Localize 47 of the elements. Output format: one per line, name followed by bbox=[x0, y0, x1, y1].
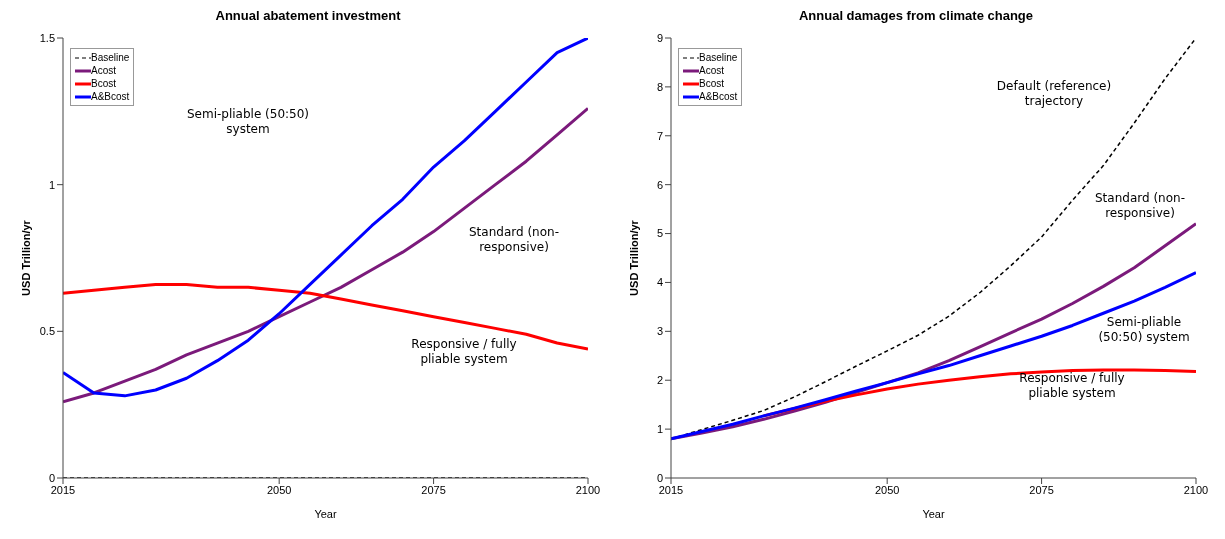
x-tick-label: 2100 bbox=[1183, 483, 1209, 496]
x-tick-label: 2015 bbox=[658, 483, 684, 496]
y-tick-label: 9 bbox=[656, 31, 663, 44]
legend-label: Acost bbox=[91, 64, 117, 77]
x-tick-label: 2075 bbox=[1029, 483, 1054, 496]
y-tick-label: 1 bbox=[48, 178, 55, 191]
legend-label: A&Bcost bbox=[699, 90, 738, 103]
annotation: Semi-pliable (50:50) system bbox=[1097, 315, 1191, 345]
annotation: Semi-pliable (50:50) system bbox=[185, 107, 311, 137]
legend-label: Baseline bbox=[91, 51, 130, 64]
y-tick-label: 0 bbox=[48, 471, 55, 484]
legend-label: A&Bcost bbox=[91, 90, 130, 103]
line-series bbox=[671, 271, 1196, 441]
annotation: Default (reference) trajectory bbox=[995, 79, 1113, 109]
annotation: Standard (non-responsive) bbox=[468, 225, 560, 255]
y-tick-label: 5 bbox=[656, 227, 663, 240]
annotation: Responsive / fully pliable system bbox=[410, 337, 518, 367]
chart-title: Annual damages from climate change bbox=[797, 8, 1035, 25]
x-tick-label: 2015 bbox=[50, 483, 76, 496]
y-tick-label: 2 bbox=[656, 374, 663, 387]
legend-label: Acost bbox=[699, 64, 725, 77]
line-series bbox=[63, 282, 588, 351]
y-axis-title: USD Trillion/yr bbox=[19, 219, 32, 296]
legend-label: Baseline bbox=[699, 51, 738, 64]
y-tick-label: 1 bbox=[656, 423, 663, 436]
y-tick-label: 0 bbox=[656, 471, 663, 484]
legend-label: Bcost bbox=[91, 77, 117, 90]
y-tick-label: 0.5 bbox=[39, 325, 55, 338]
line-series bbox=[63, 106, 588, 404]
chart-title: Annual abatement investment bbox=[214, 8, 402, 25]
y-axis-title: USD Trillion/yr bbox=[627, 219, 640, 296]
x-tick-label: 2050 bbox=[266, 483, 292, 496]
y-tick-label: 8 bbox=[656, 80, 663, 93]
legend-label: Bcost bbox=[699, 77, 725, 90]
line-series bbox=[63, 38, 588, 398]
y-tick-label: 3 bbox=[656, 325, 663, 338]
annotation: Standard (non-responsive) bbox=[1094, 191, 1186, 221]
x-tick-label: 2100 bbox=[575, 483, 601, 496]
y-tick-label: 1.5 bbox=[39, 31, 55, 44]
x-axis-title: Year bbox=[922, 508, 945, 520]
x-tick-label: 2075 bbox=[421, 483, 446, 496]
x-axis-title: Year bbox=[314, 508, 337, 520]
y-tick-label: 4 bbox=[656, 276, 663, 289]
annotation: Responsive / fully pliable system bbox=[1018, 371, 1126, 401]
x-tick-label: 2050 bbox=[874, 483, 900, 496]
y-tick-label: 7 bbox=[656, 129, 663, 142]
y-tick-label: 6 bbox=[656, 178, 663, 191]
